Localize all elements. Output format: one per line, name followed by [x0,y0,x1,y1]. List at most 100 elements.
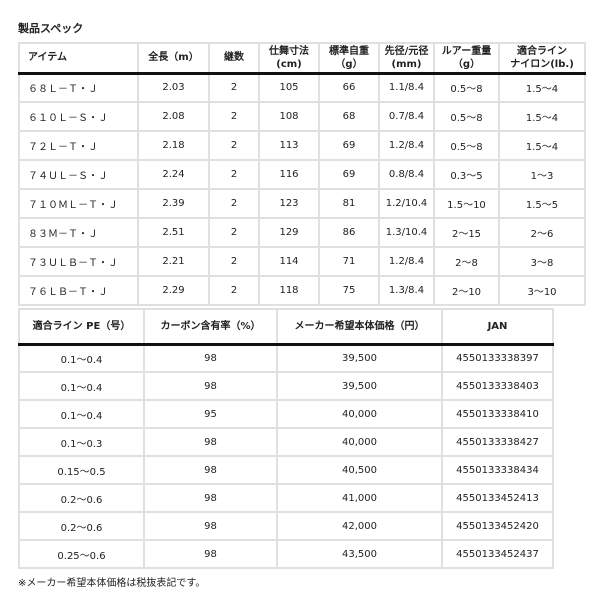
column-header: JAN [441,308,554,346]
table-cell: 75 [318,275,380,306]
table-cell: 4550133338397 [441,343,554,373]
table-cell: 40,000 [276,427,443,457]
spec-table: アイテム 全長（m） 継数 仕舞寸法 (cm) 標準自重 （g） 先径/元径 (mm) ルア… [18,42,586,306]
table-cell: 98 [143,455,278,485]
table-row: 0.25～0.6 98 43,500 4550133452437 [18,539,554,569]
table-cell: 1.3/8.4 [378,275,435,306]
table-cell: 69 [318,159,380,190]
table-row: 0.1～0.4 98 39,500 4550133338397 [18,343,554,373]
table-cell: 3～8 [498,246,586,277]
table-cell: 1.2/10.4 [378,188,435,219]
table-cell: 1.5～5 [498,188,586,219]
table-cell: 2 [208,72,260,103]
column-header: 適合ライン ナイロン(lb.) [498,42,586,75]
table-cell: 41,000 [276,483,443,513]
table-cell: 2.03 [137,72,210,103]
table-cell: 1～3 [498,159,586,190]
table-cell: 66 [318,72,380,103]
table-cell: 1.2/8.4 [378,130,435,161]
table-row: ７２Ｌ－Ｔ・Ｊ 2.18 2 113 69 1.2/8.4 0.5～8 1.5～4 [18,130,586,161]
table-cell: 129 [258,217,320,248]
table-cell: 0.5～8 [433,101,500,132]
table-cell: 0.15～0.5 [18,455,145,485]
table-cell: 4550133452420 [441,511,554,541]
table-row: ６１０Ｌ－Ｓ・Ｊ 2.08 2 108 68 0.7/8.4 0.5～8 1.5～4 [18,101,586,132]
section-title: 製品スペック [18,22,84,35]
table-cell: 2.08 [137,101,210,132]
table-cell: 98 [143,343,278,373]
table-cell: 116 [258,159,320,190]
table-cell: 0.1～0.3 [18,427,145,457]
table-cell: 4550133338434 [441,455,554,485]
table-cell: 4550133452437 [441,539,554,569]
table-header-row: 適合ライン PE（号） カーボン含有率（%） メーカー希望本体価格（円） JAN [18,308,554,346]
table-cell: 39,500 [276,371,443,401]
table-cell: 98 [143,371,278,401]
table-cell: 1.3/10.4 [378,217,435,248]
price-table: 適合ライン PE（号） カーボン含有率（%） メーカー希望本体価格（円） JAN 0.… [18,308,554,569]
table-cell: 2 [208,275,260,306]
table-cell: 114 [258,246,320,277]
table-cell: 118 [258,275,320,306]
column-header: 標準自重 （g） [318,42,380,75]
table-cell: 3～10 [498,275,586,306]
column-header: 全長（m） [137,42,210,75]
table-cell: 4550133338427 [441,427,554,457]
table-cell: 39,500 [276,343,443,373]
table-cell: ６１０Ｌ－Ｓ・Ｊ [18,101,139,132]
table-row: ７３ＵＬＢ－Ｔ・Ｊ 2.21 2 114 71 1.2/8.4 2～8 3～8 [18,246,586,277]
table-cell: 1.5～4 [498,101,586,132]
table-cell: 0.25～0.6 [18,539,145,569]
column-header: 適合ライン PE（号） [18,308,145,346]
table-cell: 2 [208,217,260,248]
table-cell: 1.5～10 [433,188,500,219]
table-cell: 0.5～8 [433,130,500,161]
table-cell: 2.29 [137,275,210,306]
table-cell: 2.18 [137,130,210,161]
table-cell: 2～15 [433,217,500,248]
table-cell: 0.5～8 [433,72,500,103]
table-cell: 71 [318,246,380,277]
table-row: 0.1～0.4 95 40,000 4550133338410 [18,399,554,429]
table-cell: 69 [318,130,380,161]
table-cell: 4550133338403 [441,371,554,401]
table-cell: 1.1/8.4 [378,72,435,103]
table-cell: 0.1～0.4 [18,399,145,429]
table-cell: ７６ＬＢ－Ｔ・Ｊ [18,275,139,306]
table-cell: ７４ＵＬ－Ｓ・Ｊ [18,159,139,190]
table-cell: 42,000 [276,511,443,541]
column-header: 先径/元径 (mm) [378,42,435,75]
table-cell: 2.39 [137,188,210,219]
table-cell: 0.7/8.4 [378,101,435,132]
table-cell: 123 [258,188,320,219]
table-row: ６８Ｌ－Ｔ・Ｊ 2.03 2 105 66 1.1/8.4 0.5～8 1.5～4 [18,72,586,103]
table-cell: 108 [258,101,320,132]
table-cell: 2 [208,188,260,219]
table-cell: ８３Ｍ－Ｔ・Ｊ [18,217,139,248]
column-header: 仕舞寸法 (cm) [258,42,320,75]
table-cell: 1.5～4 [498,130,586,161]
table-row: 0.1～0.3 98 40,000 4550133338427 [18,427,554,457]
table-cell: 2 [208,101,260,132]
table-row: ７１０ＭＬ－Ｔ・Ｊ 2.39 2 123 81 1.2/10.4 1.5～10 1.5～5 [18,188,586,219]
table-cell: ６８Ｌ－Ｔ・Ｊ [18,72,139,103]
table-cell: 2.21 [137,246,210,277]
table-cell: 0.8/8.4 [378,159,435,190]
table-row: 0.2～0.6 98 41,000 4550133452413 [18,483,554,513]
table-row: ８３Ｍ－Ｔ・Ｊ 2.51 2 129 86 1.3/10.4 2～15 2～6 [18,217,586,248]
column-header: カーボン含有率（%） [143,308,278,346]
table-cell: 81 [318,188,380,219]
table-row: ７４ＵＬ－Ｓ・Ｊ 2.24 2 116 69 0.8/8.4 0.3～5 1～3 [18,159,586,190]
column-header: アイテム [18,42,139,75]
table-cell: 2 [208,130,260,161]
table-cell: 2.24 [137,159,210,190]
table-cell: 40,000 [276,399,443,429]
table-cell: 2.51 [137,217,210,248]
table-cell: 86 [318,217,380,248]
table-cell: 0.2～0.6 [18,483,145,513]
column-header: メーカー希望本体価格（円） [276,308,443,346]
table-cell: 0.1～0.4 [18,343,145,373]
table-cell: 98 [143,511,278,541]
table-row: 0.2～0.6 98 42,000 4550133452420 [18,511,554,541]
table-row: ７６ＬＢ－Ｔ・Ｊ 2.29 2 118 75 1.3/8.4 2～10 3～10 [18,275,586,306]
